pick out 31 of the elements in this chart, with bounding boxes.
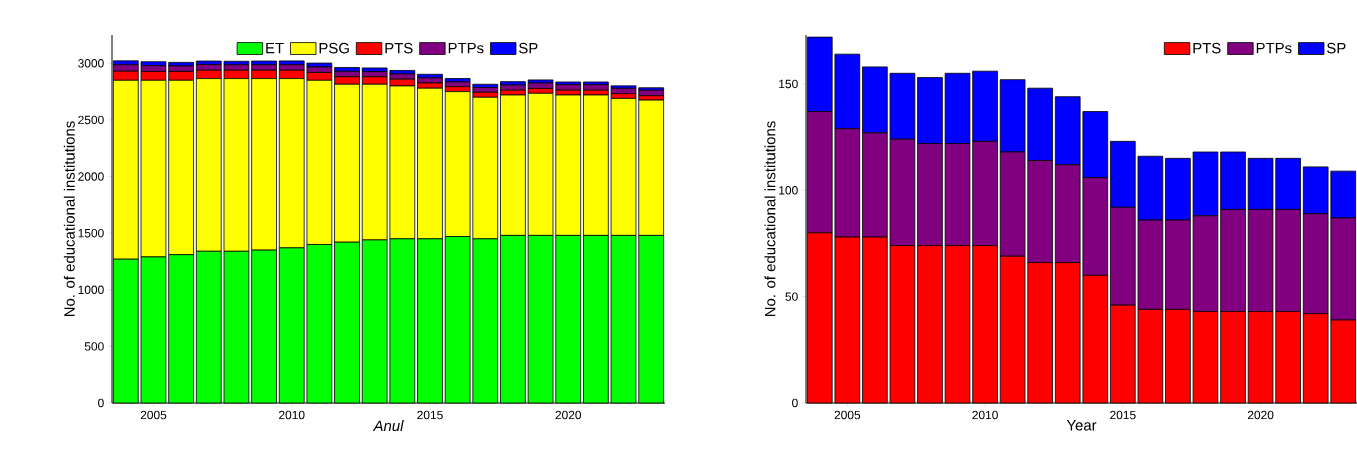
y-axis-title: No. of educational institutions <box>764 121 776 317</box>
x-tick-label: 2020 <box>555 410 582 420</box>
y-tick-label: 50 <box>785 292 798 301</box>
x-tick-label: 2015 <box>417 410 443 420</box>
x-tick-label: 2015 <box>1110 410 1136 420</box>
x-tick-label: 2020 <box>1247 410 1274 420</box>
legend-label: PTS <box>385 42 413 54</box>
x-axis-title: Year <box>1066 420 1097 431</box>
legend-label: SP <box>519 42 538 54</box>
legend-label: PTS <box>1193 42 1221 54</box>
x-tick-label: 2010 <box>972 410 998 420</box>
x-tick-label: 2005 <box>140 410 167 420</box>
legend-label: SP <box>1327 42 1346 54</box>
x-axis-title: Anul <box>372 420 404 432</box>
legend-label: PTPs <box>448 42 484 54</box>
y-tick-label: 150 <box>779 79 798 89</box>
legend-label: PTPs <box>1256 42 1292 54</box>
y-tick-label: 3000 <box>78 59 104 68</box>
y-tick-label: 1500 <box>78 228 104 238</box>
y-axis-title: No. of educational institutions <box>63 121 75 317</box>
y-tick-label: 2500 <box>78 115 104 125</box>
y-tick-label: 100 <box>779 186 798 195</box>
y-tick-label: 2000 <box>78 172 104 181</box>
y-tick-label: 500 <box>84 342 104 351</box>
y-tick-label: 0 <box>792 398 798 408</box>
x-tick-label: 2010 <box>279 410 305 420</box>
x-tick-label: 2005 <box>834 410 861 420</box>
legend-label: PSG <box>319 42 349 54</box>
y-tick-label: 0 <box>98 398 104 408</box>
legend-label: ET <box>266 42 284 54</box>
y-tick-label: 1000 <box>78 285 104 294</box>
